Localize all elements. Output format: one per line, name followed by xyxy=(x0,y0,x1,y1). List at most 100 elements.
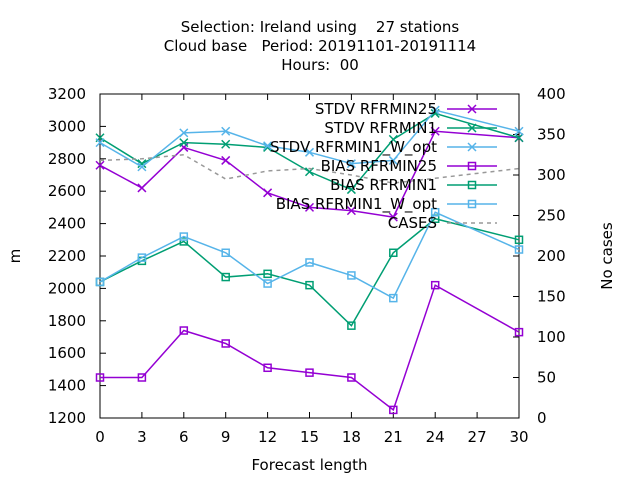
x-tick-label: 9 xyxy=(221,428,231,446)
series-line xyxy=(100,284,520,412)
data-point xyxy=(305,368,314,377)
data-point xyxy=(514,235,524,245)
x-tick-label: 24 xyxy=(426,428,445,446)
data-point xyxy=(95,277,105,287)
data-point xyxy=(179,138,189,148)
data-point xyxy=(137,183,147,193)
x-tick-label: 6 xyxy=(179,428,189,446)
y-tick-label: 1400 xyxy=(48,377,86,395)
data-point xyxy=(305,258,314,267)
y-tick-label: 2000 xyxy=(48,279,86,297)
x-tick-label: 12 xyxy=(258,428,277,446)
x-tick-label: 3 xyxy=(137,428,147,446)
legend-label: CASES xyxy=(388,214,437,232)
y2-tick-label: 250 xyxy=(537,207,566,225)
data-point xyxy=(263,141,273,151)
legend-label: BIAS RFRMIN1 xyxy=(330,176,437,194)
y-tick-label: 2200 xyxy=(48,247,86,265)
legend-marker xyxy=(467,180,477,190)
legend-marker xyxy=(467,142,477,152)
data-point xyxy=(179,128,189,138)
data-point xyxy=(263,188,273,198)
y2-tick-label: 50 xyxy=(537,369,556,387)
chart-title-line-3: Hours: 00 xyxy=(281,56,359,74)
data-point xyxy=(221,155,231,165)
legend-marker xyxy=(467,199,477,209)
data-point xyxy=(137,162,147,172)
y2-tick-label: 200 xyxy=(537,247,566,265)
series-line xyxy=(99,211,520,300)
data-point xyxy=(305,280,314,290)
series-line xyxy=(99,130,520,218)
data-point xyxy=(389,248,398,258)
series-line xyxy=(99,217,520,327)
data-point xyxy=(514,126,524,136)
y2-tick-label: 150 xyxy=(537,288,566,306)
y2-tick-label: 300 xyxy=(537,166,566,184)
y-tick-label: 1800 xyxy=(48,312,86,330)
data-point xyxy=(346,185,356,195)
data-point xyxy=(388,155,398,165)
y-tick-label: 2800 xyxy=(48,150,86,168)
legend-marker xyxy=(467,161,477,171)
data-point xyxy=(263,279,272,288)
y-tick-label: 1200 xyxy=(48,409,86,427)
data-point xyxy=(430,280,440,290)
data-point xyxy=(430,105,440,115)
data-point xyxy=(95,373,105,382)
data-point xyxy=(514,133,524,143)
y-tick-label: 1600 xyxy=(48,344,86,362)
chart-title-line-2: Cloud base Period: 20191101-20191114 xyxy=(163,37,477,55)
data-point xyxy=(221,248,230,258)
data-point xyxy=(389,293,398,303)
y2-tick-label: 400 xyxy=(537,85,566,103)
data-point xyxy=(221,126,231,136)
series-line xyxy=(99,153,520,184)
data-point xyxy=(137,159,147,169)
data-point xyxy=(179,232,189,241)
y-tick-label: 2600 xyxy=(48,182,86,200)
x-tick-label: 30 xyxy=(509,428,528,446)
data-point xyxy=(221,139,231,149)
data-point xyxy=(221,339,230,348)
y-tick-label: 2400 xyxy=(48,215,86,233)
data-point xyxy=(263,269,272,279)
data-point xyxy=(263,363,272,373)
data-point xyxy=(347,271,356,280)
y-tick-label: 3000 xyxy=(48,117,86,135)
y2-tick-label: 100 xyxy=(537,328,566,346)
data-point xyxy=(389,405,398,415)
data-point xyxy=(346,206,356,216)
data-point xyxy=(137,253,147,262)
data-point xyxy=(388,212,398,222)
series-line xyxy=(99,112,520,191)
chart-title-line-1: Selection: Ireland using 27 stations xyxy=(180,18,460,36)
series-line xyxy=(99,109,520,168)
data-point xyxy=(95,138,105,148)
data-point xyxy=(347,321,356,330)
data-point xyxy=(304,202,315,212)
data-point xyxy=(346,159,356,169)
data-point xyxy=(304,147,315,157)
data-point xyxy=(430,208,440,217)
data-point xyxy=(388,134,398,144)
y-axis-label: m xyxy=(6,249,24,264)
legend-label: BIAS RFRMIN25 xyxy=(321,157,437,175)
data-point xyxy=(221,272,230,282)
y2-tick-label: 350 xyxy=(537,126,566,144)
y2-axis-label: No cases xyxy=(598,222,616,290)
legend-marker xyxy=(467,123,477,133)
x-tick-label: 15 xyxy=(300,428,319,446)
legend-label: BIAS RFRMIN1_W_opt xyxy=(276,195,437,214)
x-axis-label: Forecast length xyxy=(251,456,367,474)
data-point xyxy=(179,326,189,335)
x-tick-label: 21 xyxy=(384,428,403,446)
legend-label: STDV RFRMIN1 xyxy=(324,119,437,137)
legend-marker xyxy=(467,104,477,114)
data-point xyxy=(179,237,189,246)
data-point xyxy=(137,373,147,382)
data-point xyxy=(514,327,524,337)
x-tick-label: 27 xyxy=(468,428,487,446)
y-tick-label: 3200 xyxy=(48,85,86,103)
